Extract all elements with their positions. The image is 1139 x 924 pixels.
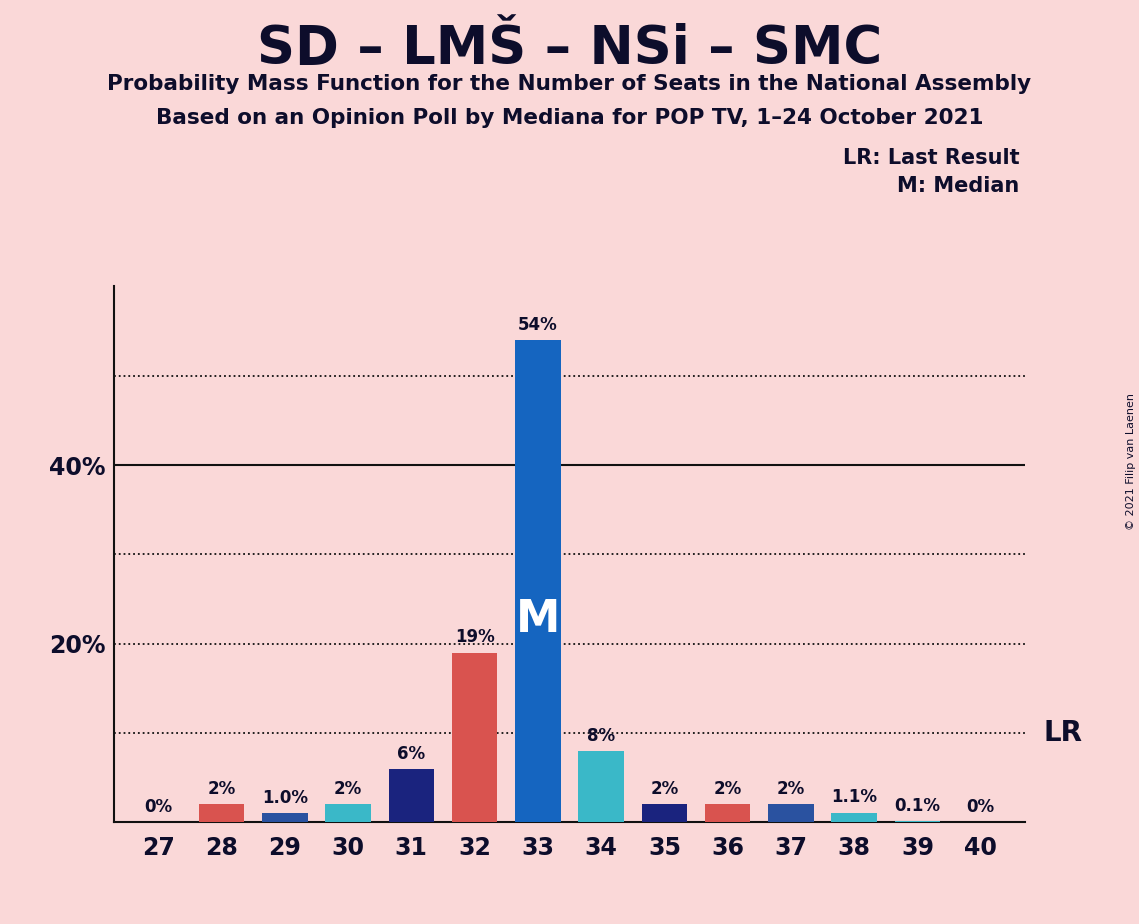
Text: 2%: 2%: [207, 780, 236, 798]
Text: © 2021 Filip van Laenen: © 2021 Filip van Laenen: [1126, 394, 1136, 530]
Text: Based on an Opinion Poll by Mediana for POP TV, 1–24 October 2021: Based on an Opinion Poll by Mediana for …: [156, 108, 983, 128]
Text: M: M: [516, 598, 560, 641]
Text: 2%: 2%: [713, 780, 741, 798]
Bar: [326, 805, 371, 822]
Bar: [641, 805, 687, 822]
Text: 0%: 0%: [967, 798, 994, 816]
Bar: [452, 652, 498, 822]
Text: 19%: 19%: [454, 628, 494, 647]
Text: 6%: 6%: [398, 745, 425, 762]
Text: LR: LR: [1043, 719, 1082, 747]
Text: Probability Mass Function for the Number of Seats in the National Assembly: Probability Mass Function for the Number…: [107, 74, 1032, 94]
Bar: [768, 805, 813, 822]
Text: 2%: 2%: [777, 780, 805, 798]
Bar: [262, 813, 308, 822]
Bar: [515, 340, 560, 822]
Text: 54%: 54%: [518, 316, 558, 334]
Bar: [388, 769, 434, 822]
Text: LR: Last Result: LR: Last Result: [843, 148, 1019, 168]
Bar: [831, 812, 877, 822]
Text: 0.1%: 0.1%: [894, 797, 941, 815]
Text: M: Median: M: Median: [898, 176, 1019, 196]
Bar: [705, 805, 751, 822]
Text: 8%: 8%: [587, 726, 615, 745]
Text: 1.0%: 1.0%: [262, 789, 308, 808]
Bar: [579, 751, 624, 822]
Text: 2%: 2%: [334, 780, 362, 798]
Text: SD – LMŠ – NSi – SMC: SD – LMŠ – NSi – SMC: [257, 23, 882, 75]
Text: 2%: 2%: [650, 780, 679, 798]
Text: 1.1%: 1.1%: [831, 788, 877, 807]
Text: 0%: 0%: [145, 798, 172, 816]
Bar: [198, 805, 244, 822]
